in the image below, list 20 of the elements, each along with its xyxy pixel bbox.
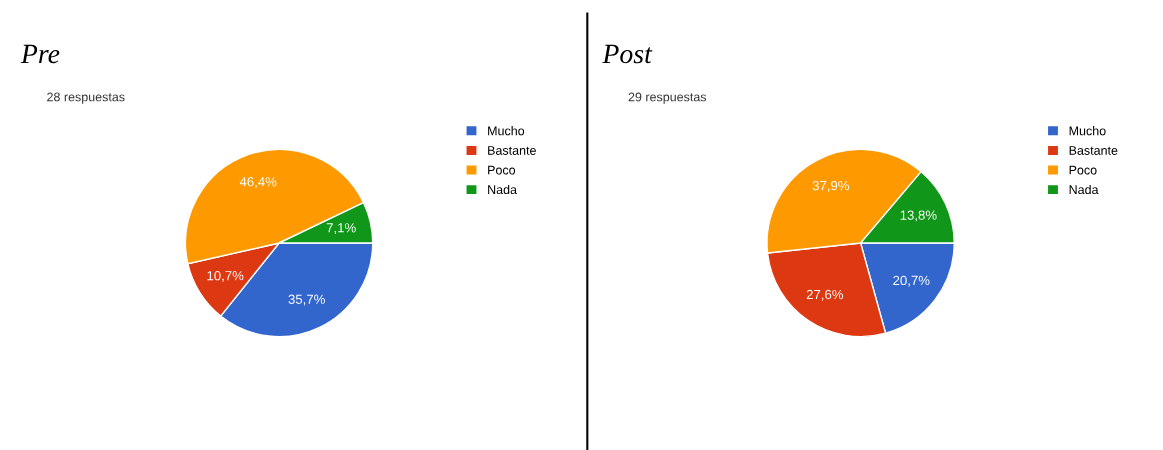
chart-title: Pre [20, 44, 60, 64]
data-label: 35,7% [288, 294, 325, 306]
data-label: 27,6% [806, 289, 844, 301]
text: 28 respuestas [47, 92, 125, 104]
legend-label: Mucho [488, 126, 525, 136]
data-label: 7,1% [326, 223, 356, 235]
data-label: 20,7% [893, 275, 930, 287]
legend-label: Mucho [1069, 126, 1106, 136]
data-label: 10,7% [207, 270, 244, 282]
data-label: 37,9% [812, 180, 850, 192]
legend-label: Nada [488, 184, 517, 195]
legend-label: Poco [488, 165, 516, 175]
chart-subtitle: 29 respuestas [628, 92, 707, 104]
data-label: 13,8% [900, 210, 937, 222]
legend-label: Poco [1069, 165, 1097, 175]
data-label: 46,4% [239, 177, 277, 188]
legend-label: Nada [1069, 184, 1099, 195]
legend-label: Bastante [488, 146, 536, 155]
legend-label: Bastante [1069, 146, 1118, 155]
chart-title: Post [602, 44, 653, 64]
